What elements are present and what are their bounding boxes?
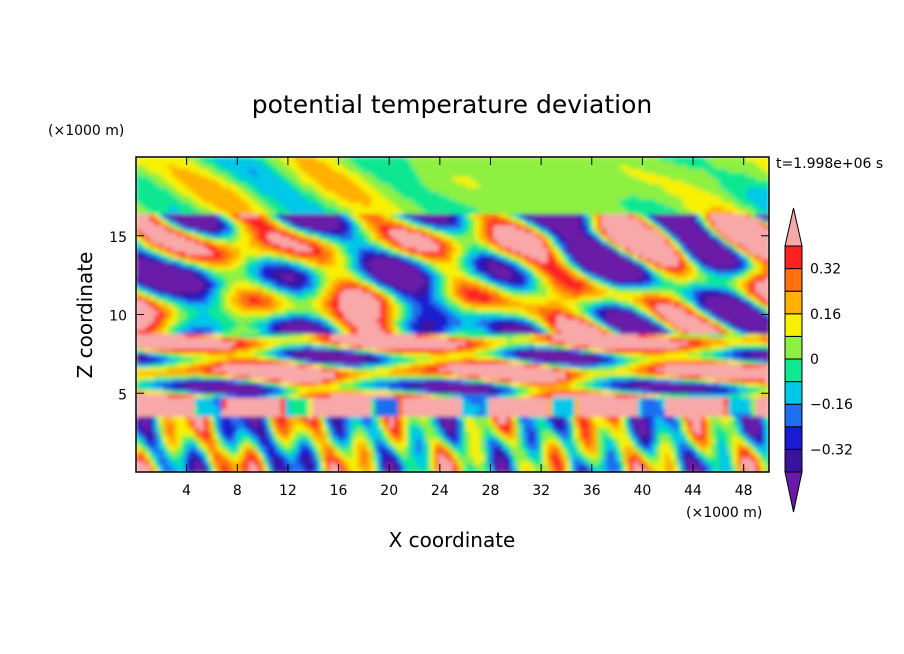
colorbar-bottom-arrow	[784, 471, 803, 513]
colorbar-swatch-6	[784, 313, 803, 337]
colorbar-swatch-1	[784, 426, 803, 450]
time-label: t=1.998e+06 s	[776, 156, 883, 172]
x-tick-label-8: 36	[583, 483, 601, 499]
y-tick-label-1: 10	[109, 309, 127, 325]
chart-title: potential temperature deviation	[252, 90, 652, 119]
colorbar-tick-label-2: 0	[810, 352, 819, 368]
y-tick-label-0: 5	[118, 387, 127, 403]
colorbar-swatch-7	[784, 290, 803, 315]
colorbar-swatch-8	[784, 268, 803, 292]
colorbar-swatch-0	[784, 448, 803, 473]
colorbar-swatch-2	[784, 403, 803, 428]
x-tick-label-6: 28	[482, 483, 500, 499]
colorbar-tick-label-4: −0.32	[810, 442, 853, 458]
x-unit-label: (×1000 m)	[686, 505, 762, 521]
x-tick-label-2: 12	[279, 483, 297, 499]
heatmap-field	[136, 157, 769, 472]
colorbar-swatch-4	[784, 358, 803, 383]
y-axis-label: Z coordinate	[73, 252, 97, 379]
x-tick-label-0: 4	[182, 483, 191, 499]
colorbar-swatch-3	[784, 381, 803, 405]
colorbar-tick-label-1: 0.16	[810, 307, 841, 323]
y-axis: 5 10 15	[109, 230, 769, 403]
x-tick-label-4: 20	[380, 483, 398, 499]
colorbar-tick-label-0: 0.32	[810, 262, 841, 278]
x-tick-label-7: 32	[532, 483, 550, 499]
x-tick-label-1: 8	[233, 483, 242, 499]
x-tick-label-9: 40	[633, 483, 651, 499]
x-tick-label-3: 16	[330, 483, 348, 499]
x-tick-label-10: 44	[684, 483, 702, 499]
y-unit-label: (×1000 m)	[48, 123, 124, 139]
y-tick-label-2: 15	[109, 230, 127, 246]
colorbar-tick-label-3: −0.16	[810, 397, 853, 413]
x-tick-label-5: 24	[431, 483, 449, 499]
x-axis: 4 8 12 16 20 24 28 32 36 40 44 48	[182, 157, 753, 499]
colorbar: 0.32 0.16 0 −0.16 −0.32	[784, 207, 853, 513]
x-tick-label-11: 48	[735, 483, 753, 499]
colorbar-swatch-9	[784, 245, 803, 270]
colorbar-top-arrow	[784, 207, 803, 247]
x-axis-label: X coordinate	[389, 528, 516, 552]
colorbar-swatch-5	[784, 335, 803, 360]
